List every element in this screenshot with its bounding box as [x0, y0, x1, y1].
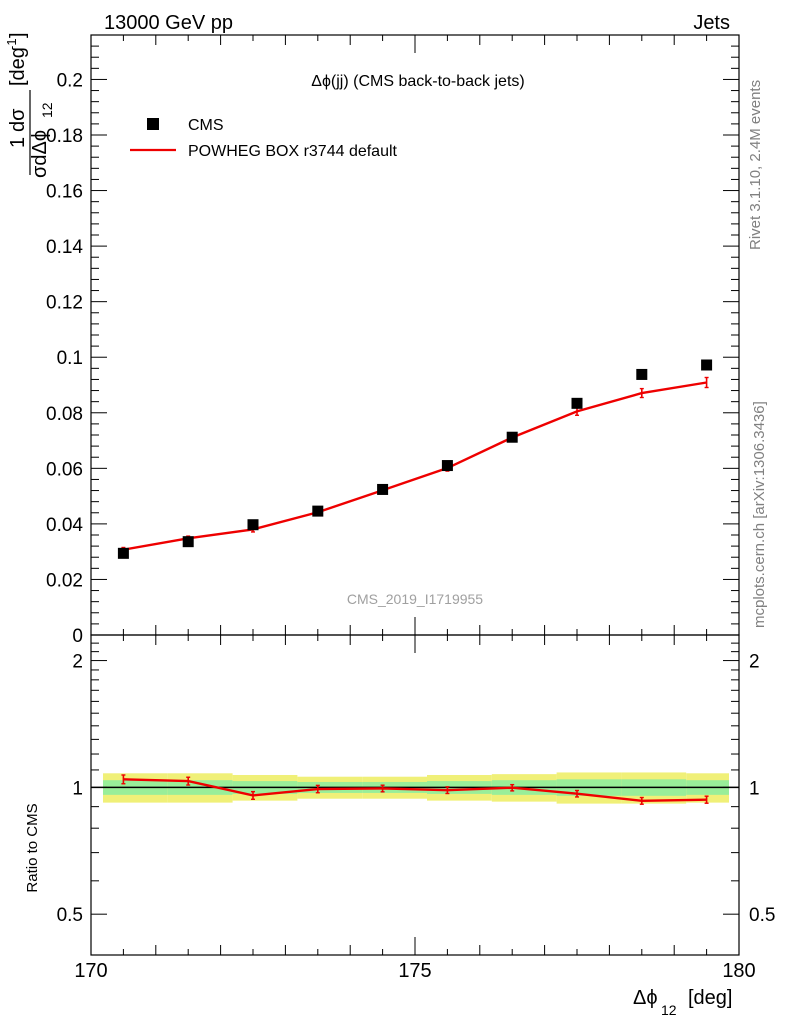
xtick-label: 180 — [722, 960, 755, 982]
ratio-ytick-label: 2 — [72, 652, 83, 673]
legend: CMS POWHEG BOX r3744 default — [130, 117, 398, 160]
main-ytick-label: 0.04 — [46, 515, 83, 536]
main-ytick-label: 0.18 — [46, 126, 83, 147]
ratio-ylabel: Ratio to CMS — [24, 803, 41, 892]
xlabel-sub: 12 — [661, 1002, 677, 1018]
watermark: CMS_2019_I1719955 — [347, 591, 483, 607]
main-ytick-label: 0.08 — [46, 404, 83, 425]
main-ylabel: 1 dσ σdΔϕ 12 [deg -1 ] — [4, 32, 55, 178]
cms-point — [701, 359, 713, 371]
ylabel-unit-end: ] — [7, 32, 29, 38]
header-right: Jets — [693, 12, 730, 34]
xlabel-main: Δϕ — [633, 987, 658, 1009]
xtick-label: 170 — [74, 960, 107, 982]
ylabel-denom-sub: 12 — [39, 102, 55, 118]
cms-point — [377, 483, 389, 495]
main-plot: 0 0.02 0.04 0.06 0.08 0.1 0.12 0.14 0.16 0.18 0.2 — [46, 35, 740, 647]
main-ytick-label: 0.06 — [46, 459, 83, 480]
ylabel-prefix: 1 — [7, 137, 29, 148]
main-ytick-label: 0.02 — [46, 570, 83, 591]
legend-marker-cms — [147, 118, 159, 130]
ratio-ytick-label-right: 1 — [749, 778, 760, 799]
ratio-mc-line — [123, 778, 707, 803]
ratio-ytick-label-right: 2 — [749, 652, 760, 673]
cms-point — [636, 368, 648, 380]
plot-title: Δϕ(jj) (CMS back-to-back jets) — [311, 73, 524, 90]
ylabel-unit: [deg — [7, 47, 29, 86]
ylabel-numer: dσ — [7, 108, 29, 132]
main-ytick-label: 0.16 — [46, 182, 83, 203]
xtick-label: 175 — [398, 960, 431, 982]
cms-point — [441, 460, 453, 472]
ratio-plot: 170 175 180 0.5 0.5 1 1 2 2 — [57, 635, 775, 982]
main-ytick-label: 0.12 — [46, 293, 83, 314]
xlabel-unit: [deg] — [688, 987, 732, 1009]
main-ytick-label: 0 — [72, 626, 83, 647]
cms-point — [182, 536, 194, 548]
cms-point — [247, 519, 259, 531]
mcplots-label: mcplots.cern.ch [arXiv:1306.3436] — [751, 401, 768, 628]
mc-line — [123, 381, 707, 551]
ylabel-unit-sup: -1 — [4, 38, 19, 50]
ratio-frame — [90, 634, 740, 956]
ratio-ytick-label: 1 — [72, 778, 83, 799]
cms-point — [312, 505, 324, 517]
header-left: 13000 GeV pp — [104, 12, 233, 34]
legend-label-powheg: POWHEG BOX r3744 default — [188, 143, 398, 160]
rivet-label: Rivet 3.1.10, 2.4M events — [747, 80, 764, 250]
xlabel: Δϕ 12 [deg] — [633, 987, 732, 1018]
cms-point — [506, 431, 518, 443]
cms-point — [571, 397, 583, 409]
main-ytick-label: 0.1 — [57, 348, 83, 369]
main-ytick-label: 0.2 — [57, 70, 83, 91]
cms-point — [117, 547, 129, 559]
ylabel-denom: σdΔϕ — [29, 130, 51, 178]
ratio-ytick-label-right: 0.5 — [749, 905, 775, 926]
main-ytick-label: 0.14 — [46, 237, 83, 258]
ratio-ytick-label: 0.5 — [57, 905, 83, 926]
legend-label-cms: CMS — [188, 117, 224, 134]
